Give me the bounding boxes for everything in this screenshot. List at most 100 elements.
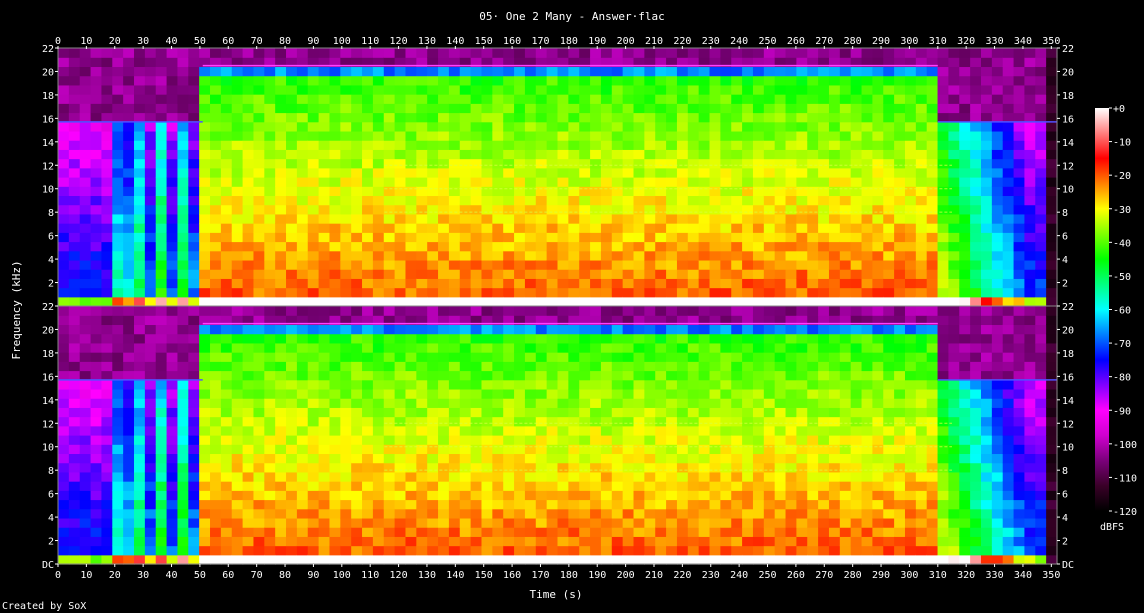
spectrogram-cell xyxy=(970,352,982,362)
spectrogram-cell xyxy=(579,158,591,169)
spectrogram-cell xyxy=(253,324,265,335)
spectrogram-cell xyxy=(492,149,504,160)
spectrogram-cell xyxy=(503,545,515,556)
spectrogram-cell xyxy=(872,84,884,95)
spectrogram-cell xyxy=(557,536,569,547)
spectrogram-cell xyxy=(351,130,363,141)
spectrogram-cell xyxy=(58,306,70,316)
spectrogram-cell xyxy=(351,296,363,307)
spectrogram-cell xyxy=(644,223,656,233)
spectrogram-cell xyxy=(535,453,548,464)
spectrogram-cell xyxy=(79,140,92,150)
spectrogram-cell xyxy=(362,554,374,565)
spectrogram-cell xyxy=(904,278,917,289)
spectrogram-cell xyxy=(362,232,374,243)
spectrogram-cell xyxy=(123,167,135,178)
spectrogram-cell xyxy=(427,84,439,95)
spectrogram-cell xyxy=(503,112,515,123)
spectrogram-cell xyxy=(861,453,873,464)
spectrogram-cell xyxy=(752,250,765,261)
spectrogram-cell xyxy=(264,490,276,501)
spectrogram-cell xyxy=(503,149,515,160)
spectrogram-cell xyxy=(872,324,884,335)
spectrogram-cell xyxy=(861,140,873,150)
spectrogram-cell xyxy=(1002,103,1015,114)
spectrogram-cell xyxy=(155,296,168,307)
spectrogram-cell xyxy=(698,278,711,289)
spectrogram-cell xyxy=(492,48,504,58)
spectrogram-cell xyxy=(991,545,1004,556)
spectrogram-cell xyxy=(459,370,472,381)
spectrogram-cell xyxy=(687,453,700,464)
spectrogram-cell xyxy=(220,287,233,298)
spectrogram-cell xyxy=(264,48,276,58)
spectrogram-cell xyxy=(416,361,428,372)
spectrogram-cell xyxy=(894,388,906,399)
spectrogram-cell xyxy=(220,453,233,464)
spectrogram-cell xyxy=(242,195,255,206)
spectrogram-cell xyxy=(524,48,537,58)
spectrogram-cell xyxy=(709,490,721,501)
spectrogram-cell xyxy=(959,167,971,178)
spectrogram-cell xyxy=(546,490,559,501)
spectrogram-cell xyxy=(861,241,873,252)
spectrogram-cell xyxy=(307,66,320,77)
spectrogram-cell xyxy=(329,315,341,326)
spectrogram-cell xyxy=(448,204,461,215)
spectrogram-cell xyxy=(416,306,428,316)
spectrogram-cell xyxy=(579,508,591,519)
spectrogram-cell xyxy=(720,398,732,408)
spectrogram-cell xyxy=(112,84,124,95)
spectrogram-cell xyxy=(720,223,732,233)
spectrogram-cell xyxy=(709,517,721,528)
spectrogram-cell xyxy=(492,177,504,187)
spectrogram-cell xyxy=(514,324,526,335)
spectrogram-cell xyxy=(796,250,808,261)
spectrogram-cell xyxy=(264,508,276,519)
spectrogram-cell xyxy=(329,499,341,510)
spectrogram-cell xyxy=(915,241,928,252)
spectrogram-cell xyxy=(818,269,830,279)
spectrogram-cell xyxy=(438,66,450,77)
spectrogram-cell xyxy=(318,57,331,68)
spectrogram-cell xyxy=(134,75,146,86)
spectrogram-cell xyxy=(242,333,255,344)
spectrogram-cell xyxy=(340,462,352,473)
spectrogram-cell xyxy=(166,554,179,565)
spectrogram-cell xyxy=(264,158,276,169)
spectrogram-cell xyxy=(307,545,320,556)
spectrogram-cell xyxy=(318,259,331,270)
spectrogram-cell xyxy=(275,361,287,372)
spectrogram-cell xyxy=(90,517,103,528)
spectrogram-cell xyxy=(264,269,276,279)
spectrogram-cell xyxy=(850,342,863,353)
spectrogram-cell xyxy=(883,149,895,160)
spectrogram-cell xyxy=(568,425,580,436)
spectrogram-cell xyxy=(329,204,341,215)
spectrogram-cell xyxy=(438,149,450,160)
spectrogram-cell xyxy=(134,103,146,114)
spectrogram-cell xyxy=(448,223,461,233)
spectrogram-cell xyxy=(427,388,439,399)
spectrogram-cell xyxy=(177,278,189,289)
spectrogram-cell xyxy=(101,379,113,390)
spectrogram-cell xyxy=(948,167,960,178)
spectrogram-cell xyxy=(676,398,689,408)
spectrogram-cell xyxy=(68,388,81,399)
spectrogram-cell xyxy=(590,75,602,86)
spectrogram-cell xyxy=(568,204,580,215)
spectrogram-cell xyxy=(948,130,960,141)
spectrogram-cell xyxy=(394,149,407,160)
spectrogram-cell xyxy=(861,425,873,436)
spectrogram-cell xyxy=(166,361,179,372)
spectrogram-cell xyxy=(655,223,667,233)
spectrogram-cell xyxy=(438,130,450,141)
spectrogram-cell xyxy=(90,48,103,58)
spectrogram-cell xyxy=(763,554,776,565)
spectrogram-cell xyxy=(991,112,1004,123)
spectrogram-cell xyxy=(264,195,276,206)
spectrogram-cell xyxy=(796,352,808,362)
spectrogram-cell xyxy=(372,269,385,279)
spectrogram-cell xyxy=(785,462,797,473)
spectrogram-cell xyxy=(144,306,157,316)
